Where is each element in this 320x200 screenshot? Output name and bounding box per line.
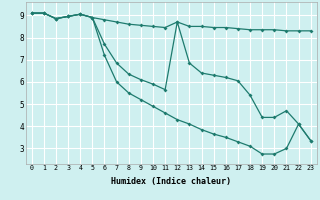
X-axis label: Humidex (Indice chaleur): Humidex (Indice chaleur) <box>111 177 231 186</box>
